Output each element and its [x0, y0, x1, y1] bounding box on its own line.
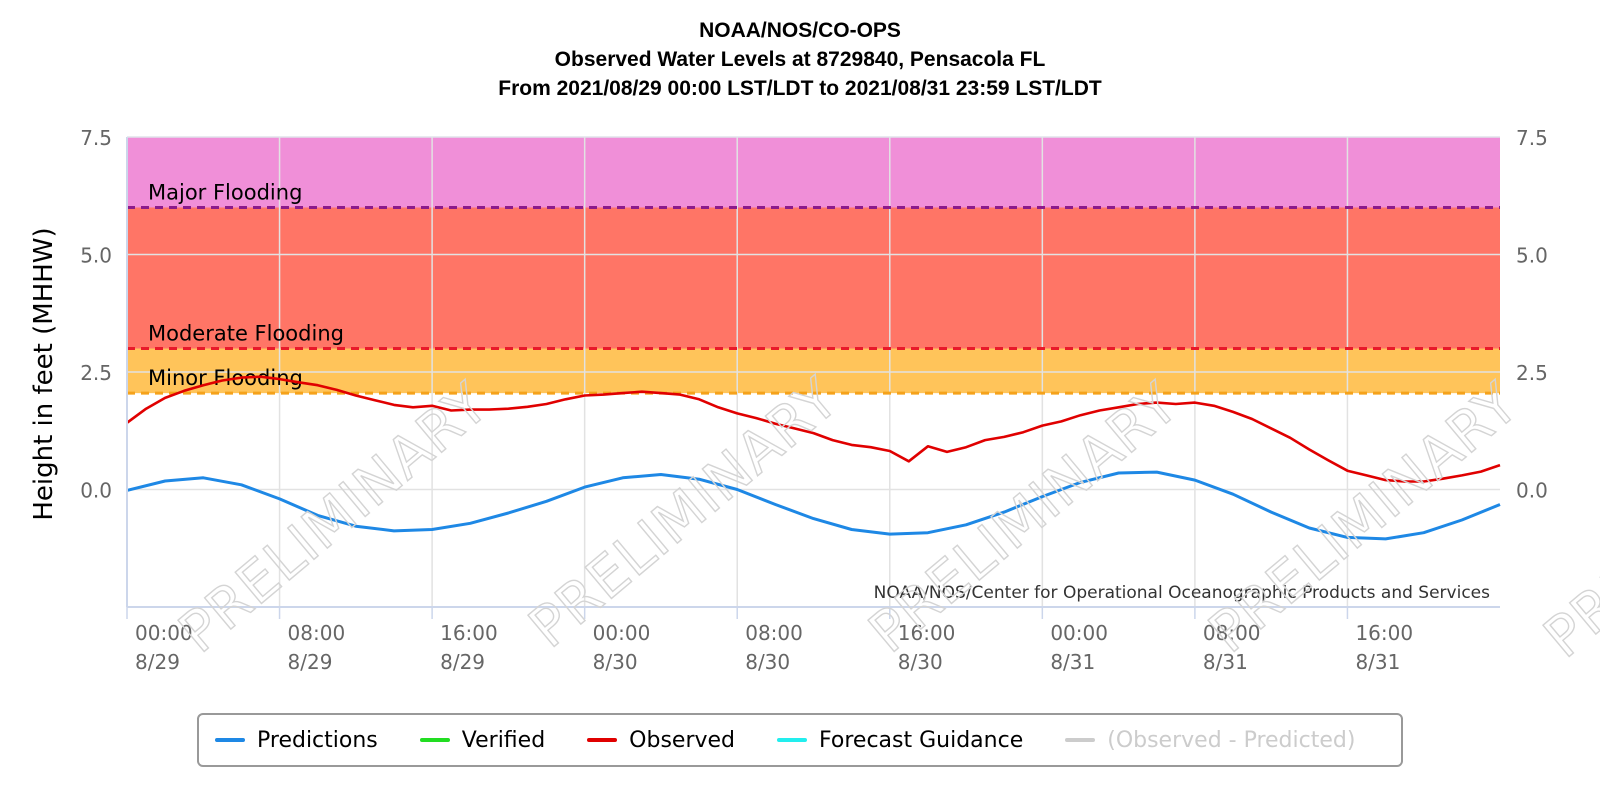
flood-band-0 — [127, 137, 1500, 208]
legend-swatch-verified — [419, 738, 450, 742]
chart-title: NOAA/NOS/CO-OPS Observed Water Levels at… — [0, 16, 1600, 103]
x-tick-date-7: 8/31 — [1203, 650, 1248, 674]
y-tick-label-right-2: 2.5 — [1516, 361, 1548, 385]
x-tick-date-4: 8/30 — [745, 650, 790, 674]
x-tick-date-3: 8/30 — [593, 650, 638, 674]
title-line-1: NOAA/NOS/CO-OPS — [699, 19, 901, 42]
title-line-3: From 2021/08/29 00:00 LST/LDT to 2021/08… — [498, 77, 1102, 100]
legend-label-predictions: Predictions — [257, 727, 378, 753]
x-tick-time-5: 16:00 — [898, 621, 956, 645]
moderate-flooding-label: Moderate Flooding — [148, 322, 344, 346]
series-lines — [126, 375, 1501, 541]
legend-swatch-predictions — [215, 738, 245, 742]
x-tick-date-5: 8/30 — [898, 650, 943, 674]
axes: 7.5 7.5 5.0 5.0 2.5 2.5 0.0 0.0 00:00 8/29 08:00 8/… — [29, 126, 1548, 674]
y-axis-label: Height in feet (MHHW) — [29, 227, 59, 520]
x-tick-time-2: 16:00 — [440, 621, 498, 645]
x-tick-date-6: 8/31 — [1050, 650, 1095, 674]
legend-label-observed: Observed — [629, 727, 736, 753]
y-tick-label-left-0: 7.5 — [80, 126, 112, 150]
y-tick-label-left-1: 5.0 — [80, 244, 112, 268]
flood-bands — [127, 137, 1500, 394]
x-tick-time-6: 00:00 — [1050, 621, 1108, 645]
legend-item-observed-predicted[interactable]: (Observed - Predicted) — [1065, 728, 1355, 753]
legend-item-predictions[interactable]: Predictions — [215, 728, 378, 753]
legend-item-verified[interactable]: Verified — [419, 727, 546, 753]
x-tick-time-0: 00:00 — [135, 621, 193, 645]
flood-band-2 — [127, 348, 1500, 394]
y-tick-label-right-3: 0.0 — [1516, 479, 1548, 503]
legend-swatch-forecast-guidance — [777, 738, 808, 742]
watermark-4: PRELIMINARY — [1532, 376, 1600, 671]
x-tick-time-7: 08:00 — [1203, 621, 1261, 645]
y-tick-label-left-2: 2.5 — [80, 361, 112, 385]
series-observed-line — [126, 375, 1501, 483]
x-tick-date-1: 8/29 — [288, 650, 333, 674]
major-flooding-label: Major Flooding — [148, 181, 302, 205]
legend-swatch-observed — [587, 738, 618, 742]
x-tick-date-8: 8/31 — [1355, 650, 1400, 674]
legend-item-forecast-guidance[interactable]: Forecast Guidance — [777, 728, 1023, 753]
legend-swatch-observed-predicted — [1065, 738, 1096, 742]
x-tick-date-2: 8/29 — [440, 650, 485, 674]
title-line-2: Observed Water Levels at 8729840, Pensac… — [554, 48, 1046, 71]
flood-band-1 — [127, 207, 1500, 349]
x-tick-time-8: 16:00 — [1355, 621, 1413, 645]
credit-text: NOAA/NOS/Center for Operational Oceanogr… — [874, 583, 1490, 603]
legend: Predictions Verified Observed Forecast Guid… — [197, 713, 1403, 767]
x-tick-date-0: 8/29 — [135, 650, 180, 674]
legend-label-observed-predicted: (Observed - Predicted) — [1107, 727, 1356, 753]
legend-label-forecast-guidance: Forecast Guidance — [819, 727, 1024, 753]
watermark-2: PRELIMINARY — [857, 371, 1191, 666]
x-tick-time-1: 08:00 — [288, 621, 346, 645]
y-tick-label-right-0: 7.5 — [1516, 126, 1548, 150]
y-tick-label-left-3: 0.0 — [80, 479, 112, 503]
y-tick-label-right-1: 5.0 — [1516, 244, 1548, 268]
legend-label-verified: Verified — [461, 727, 546, 753]
legend-item-observed[interactable]: Observed — [587, 728, 735, 753]
series-predictions-line — [126, 470, 1501, 541]
x-tick-time-4: 08:00 — [745, 621, 803, 645]
x-tick-time-3: 00:00 — [593, 621, 651, 645]
